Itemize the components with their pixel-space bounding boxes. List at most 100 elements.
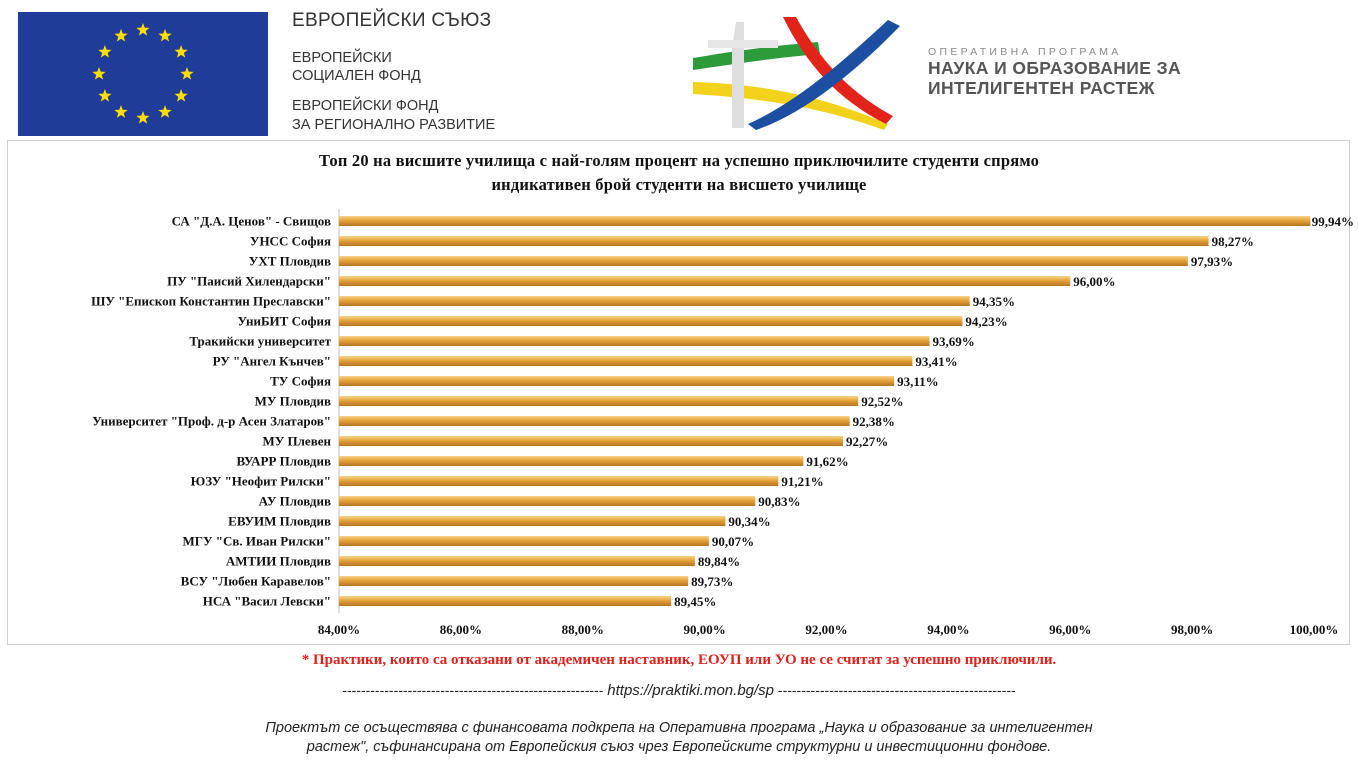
eu-star-icon: [98, 45, 112, 58]
chart-frame: [7, 140, 1350, 645]
eu-star-icon: [136, 111, 150, 124]
fund1-line2: СОЦИАЛЕН ФОНД: [292, 68, 421, 84]
category-label: ТУ София: [270, 374, 331, 389]
category-label: РУ "Ангел Кънчев": [213, 354, 331, 369]
value-label: 93,11%: [897, 374, 939, 389]
value-label: 96,00%: [1073, 274, 1115, 289]
category-label: ВУАРР Пловдив: [236, 454, 331, 469]
op-programme-logo: [693, 17, 900, 130]
value-label: 92,27%: [846, 434, 888, 449]
category-label: УХТ Пловдив: [249, 254, 331, 269]
bar: [339, 216, 1311, 226]
bar: [339, 416, 850, 426]
eu-star-icon: [92, 67, 106, 80]
category-label: АМТИИ Пловдив: [226, 554, 331, 569]
eu-star-icon: [174, 45, 188, 58]
value-label: 90,83%: [758, 494, 800, 509]
logo-red-stripe: [783, 17, 893, 124]
bar: [339, 576, 689, 586]
bar: [339, 236, 1209, 246]
category-label: УНСС София: [250, 234, 331, 249]
category-label: СА "Д.А. Ценов" - Свищов: [172, 214, 331, 229]
op-kicker: ОПЕРАТИВНА ПРОГРАМА: [928, 46, 1122, 58]
logo-grey-stroke: [732, 22, 744, 128]
bar: [339, 276, 1071, 286]
eu-star-icon: [174, 89, 188, 102]
chart-title-line2: индикативен брой студенти на висшето учи…: [491, 175, 867, 194]
footer-line1: Проектът се осъществява с финансовата по…: [265, 720, 1093, 736]
eu-star-icon: [158, 28, 172, 42]
x-tick-label: 84,00%: [318, 622, 360, 637]
category-label: ЮЗУ "Неофит Рилски": [191, 474, 331, 489]
eu-stars: [92, 23, 194, 124]
eu-star-icon: [114, 105, 128, 118]
category-label: МГУ "Св. Иван Рилски": [182, 534, 331, 549]
category-label: МУ Пловдив: [255, 394, 331, 409]
value-label: 91,62%: [806, 454, 848, 469]
value-label: 89,45%: [674, 594, 716, 609]
value-label: 90,07%: [712, 534, 754, 549]
eu-star-icon: [180, 67, 194, 80]
op-name-line1: НАУКА И ОБРАЗОВАНИЕ ЗА: [928, 58, 1181, 78]
category-label: Тракийски университет: [189, 334, 331, 349]
eu-star-icon: [158, 105, 172, 118]
bar: [339, 336, 930, 346]
eu-title: ЕВРОПЕЙСКИ СЪЮЗ: [292, 10, 492, 31]
value-label: 90,34%: [728, 514, 770, 529]
category-label: НСА "Васил Левски": [203, 594, 331, 609]
value-label: 93,41%: [915, 354, 957, 369]
bar: [339, 316, 963, 326]
x-tick-label: 96,00%: [1049, 622, 1091, 637]
logo-blue-stripe: [748, 20, 900, 130]
url-link[interactable]: https://praktiki.mon.bg/sp: [607, 682, 775, 699]
bar: [339, 496, 756, 506]
url-dashes-left: ----------------------------------------…: [342, 682, 604, 698]
fund1-line1: ЕВРОПЕЙСКИ: [292, 50, 392, 66]
bar: [339, 436, 843, 446]
bar: [339, 376, 895, 386]
url-dashes-right: ----------------------------------------…: [777, 682, 1016, 698]
bar: [339, 516, 726, 526]
category-label: АУ Пловдив: [259, 494, 331, 509]
bar: [339, 556, 695, 566]
category-label: ПУ "Паисий Хилендарски": [167, 274, 331, 289]
x-tick-label: 90,00%: [684, 622, 726, 637]
footnote: * Практики, които са отказани от академи…: [301, 652, 1057, 668]
value-label: 99,94%: [1312, 214, 1354, 229]
logo-green-stripe: [693, 42, 820, 70]
x-tick-label: 88,00%: [562, 622, 604, 637]
category-label: ШУ "Епископ Константин Преславски": [91, 294, 331, 309]
x-tick-label: 86,00%: [440, 622, 482, 637]
x-tick-label: 92,00%: [805, 622, 847, 637]
eu-star-icon: [98, 89, 112, 102]
fund2-line1: ЕВРОПЕЙСКИ ФОНД: [292, 98, 439, 114]
x-tick-label: 100,00%: [1290, 622, 1339, 637]
value-label: 94,23%: [965, 314, 1007, 329]
bar: [339, 296, 970, 306]
fund2-line2: ЗА РЕГИОНАЛНО РАЗВИТИЕ: [292, 117, 496, 133]
bar: [339, 596, 672, 606]
category-label: ЕВУИМ Пловдив: [228, 514, 331, 529]
eu-star-icon: [114, 28, 128, 42]
value-label: 91,21%: [781, 474, 823, 489]
chart-title-line1: Топ 20 на висшите училища с най-голям пр…: [318, 151, 1040, 170]
category-label: УниБИТ София: [238, 314, 332, 329]
value-label: 89,84%: [698, 554, 740, 569]
eu-flag-logo: [18, 12, 268, 136]
value-label: 92,38%: [853, 414, 895, 429]
x-tick-label: 98,00%: [1171, 622, 1213, 637]
value-label: 94,35%: [973, 294, 1015, 309]
bar: [339, 536, 709, 546]
category-label: МУ Плевен: [262, 434, 331, 449]
category-label: ВСУ "Любен Каравелов": [181, 574, 331, 589]
bar: [339, 356, 913, 366]
value-label: 98,27%: [1212, 234, 1254, 249]
logo-grey-bar: [708, 40, 778, 48]
value-label: 89,73%: [691, 574, 733, 589]
value-label: 97,93%: [1191, 254, 1233, 269]
url-line: ----------------------------------------…: [0, 682, 1358, 699]
bar: [339, 396, 859, 406]
footer-line2: растеж", съфинансирана от Европейския съ…: [306, 739, 1052, 755]
bar: [339, 456, 804, 466]
